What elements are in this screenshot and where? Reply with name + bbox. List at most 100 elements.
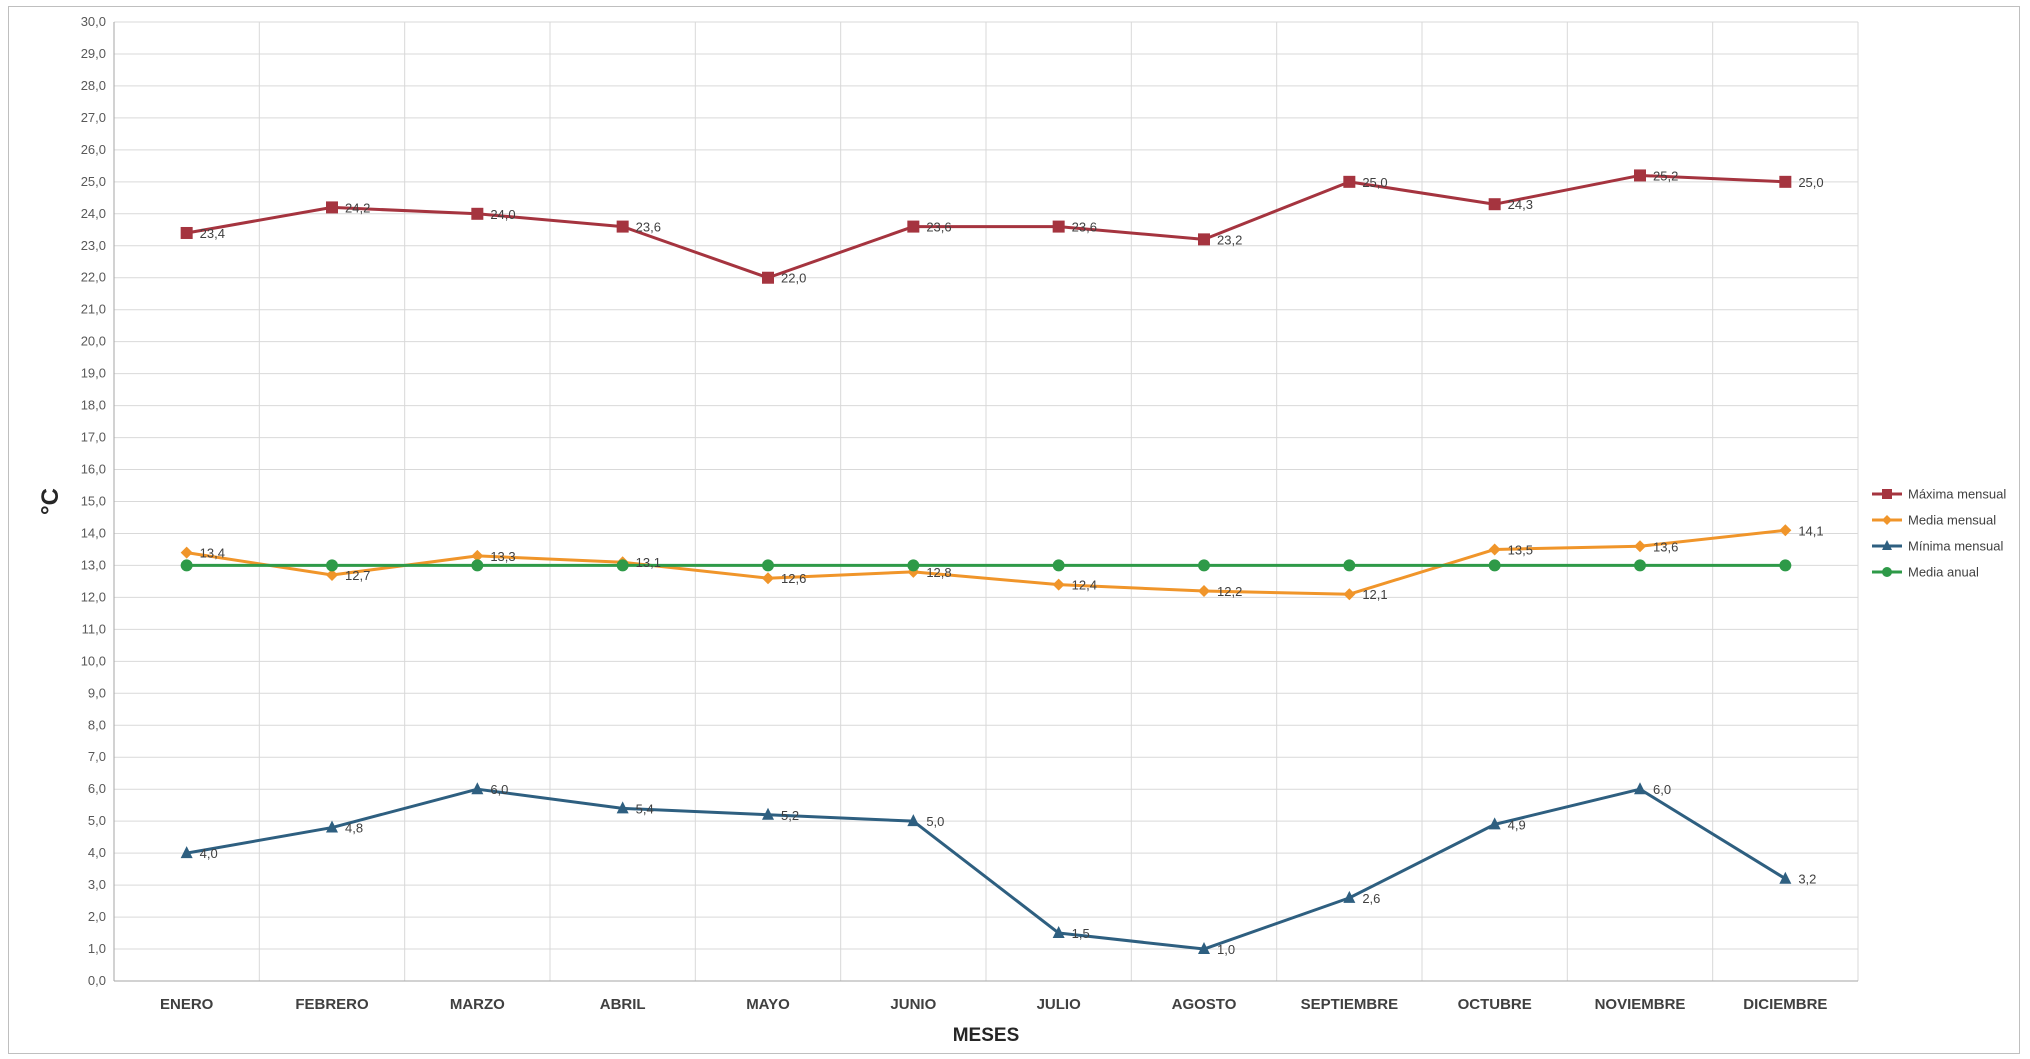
y-tick-label: 28,0 bbox=[81, 78, 106, 93]
series-line-media-mensual bbox=[186, 528, 1786, 596]
x-tick-label: OCTUBRE bbox=[1458, 996, 1532, 1013]
y-tick-label: 2,0 bbox=[88, 909, 106, 924]
data-point-minima-mensual bbox=[180, 846, 193, 859]
y-tick-label: 30,0 bbox=[81, 14, 106, 29]
data-label: 13,1 bbox=[636, 555, 661, 570]
data-label: 1,5 bbox=[1072, 926, 1090, 941]
y-tick-label: 12,0 bbox=[81, 589, 106, 604]
y-tick-label: 4,0 bbox=[88, 845, 106, 860]
data-point-minima-mensual bbox=[1343, 890, 1356, 903]
x-tick-label: ABRIL bbox=[600, 996, 646, 1013]
data-point-maxima-mensual bbox=[907, 220, 920, 233]
data-label: 23,4 bbox=[200, 226, 225, 241]
x-tick-label: JULIO bbox=[1037, 996, 1082, 1013]
data-label: 4,0 bbox=[200, 846, 218, 861]
data-point-media-mensual bbox=[1779, 524, 1792, 537]
data-point-maxima-mensual bbox=[1343, 175, 1356, 188]
y-tick-label: 20,0 bbox=[81, 334, 106, 349]
data-label: 6,0 bbox=[1653, 782, 1671, 797]
data-point-maxima-mensual bbox=[471, 207, 484, 220]
x-tick-label: NOVIEMBRE bbox=[1595, 996, 1686, 1013]
chart-frame bbox=[8, 6, 2020, 1054]
y-tick-label: 6,0 bbox=[88, 781, 106, 796]
x-axis-title: MESES bbox=[953, 1025, 1020, 1046]
data-point-minima-mensual bbox=[907, 814, 920, 827]
data-label: 23,2 bbox=[1217, 232, 1242, 247]
y-tick-label: 0,0 bbox=[88, 973, 106, 988]
data-point-media-mensual bbox=[1488, 543, 1501, 556]
data-point-minima-mensual bbox=[1198, 942, 1210, 955]
x-tick-label: JUNIO bbox=[890, 996, 936, 1013]
y-axis-title: °C bbox=[37, 488, 64, 515]
data-label: 5,0 bbox=[926, 814, 944, 829]
data-point-media-anual bbox=[1634, 559, 1646, 572]
y-tick-label: 16,0 bbox=[81, 462, 106, 477]
data-point-minima-mensual bbox=[1052, 926, 1065, 939]
x-tick-label: MAYO bbox=[746, 996, 790, 1013]
data-label: 12,8 bbox=[926, 565, 951, 580]
data-label: 23,6 bbox=[926, 220, 951, 235]
data-point-maxima-mensual bbox=[180, 226, 193, 239]
data-point-media-mensual bbox=[1634, 540, 1646, 553]
x-tick-label: SEPTIEMBRE bbox=[1301, 996, 1399, 1013]
data-label: 24,2 bbox=[345, 200, 370, 215]
data-point-minima-mensual bbox=[1779, 871, 1792, 884]
data-point-media-mensual bbox=[471, 549, 484, 562]
gridlines bbox=[113, 21, 1859, 982]
x-tick-label: AGOSTO bbox=[1172, 996, 1237, 1013]
y-tick-label: 14,0 bbox=[81, 525, 106, 540]
data-label: 12,6 bbox=[781, 571, 806, 586]
data-point-media-anual bbox=[1488, 559, 1501, 572]
data-label: 13,6 bbox=[1653, 539, 1678, 554]
data-point-minima-mensual bbox=[326, 820, 338, 833]
legend-entry: Media mensual bbox=[1908, 513, 1996, 528]
data-label: 14,1 bbox=[1798, 523, 1823, 538]
data-label: 23,6 bbox=[636, 220, 661, 235]
legend-marker bbox=[1882, 540, 1892, 550]
data-point-maxima-mensual bbox=[326, 201, 338, 214]
y-tick-label: 19,0 bbox=[81, 366, 106, 381]
data-point-media-mensual bbox=[762, 572, 774, 585]
series-line-minima-mensual bbox=[186, 787, 1787, 951]
data-point-media-anual bbox=[326, 559, 338, 572]
x-tick-label: DICIEMBRE bbox=[1743, 996, 1827, 1013]
data-point-media-anual bbox=[616, 559, 629, 572]
data-point-media-anual bbox=[907, 559, 920, 572]
data-point-media-anual bbox=[1052, 559, 1065, 572]
y-tick-label: 1,0 bbox=[88, 941, 106, 956]
y-tick-label: 29,0 bbox=[81, 46, 106, 61]
y-tick-label: 13,0 bbox=[81, 557, 106, 572]
y-tick-label: 10,0 bbox=[81, 653, 106, 668]
y-tick-label: 26,0 bbox=[81, 142, 106, 157]
x-tick-label: MARZO bbox=[450, 996, 505, 1013]
data-label: 4,8 bbox=[345, 821, 363, 836]
x-tick-label: FEBRERO bbox=[295, 996, 369, 1013]
data-point-minima-mensual bbox=[1488, 817, 1501, 830]
data-label: 5,4 bbox=[636, 801, 654, 816]
y-tick-label: 11,0 bbox=[82, 621, 106, 636]
data-label: 25,0 bbox=[1798, 175, 1823, 190]
y-tick-label: 24,0 bbox=[81, 206, 106, 221]
data-point-maxima-mensual bbox=[762, 271, 774, 284]
data-point-maxima-mensual bbox=[1488, 198, 1501, 211]
data-label: 4,9 bbox=[1508, 817, 1526, 832]
data-label: 12,7 bbox=[345, 568, 370, 583]
y-tick-label: 17,0 bbox=[81, 430, 106, 445]
y-tick-label: 8,0 bbox=[88, 717, 106, 732]
data-label: 5,2 bbox=[781, 808, 799, 823]
data-point-media-anual bbox=[1343, 559, 1356, 572]
legend-marker bbox=[1882, 515, 1892, 525]
data-label: 13,3 bbox=[490, 549, 515, 564]
data-label: 12,1 bbox=[1362, 587, 1387, 602]
legend-entry: Media anual bbox=[1908, 565, 1979, 580]
legend-marker bbox=[1882, 567, 1892, 577]
data-label: 2,6 bbox=[1362, 891, 1380, 906]
data-point-minima-mensual bbox=[616, 801, 629, 814]
legend-entry: Máxima mensual bbox=[1908, 487, 2006, 502]
y-tick-label: 3,0 bbox=[88, 877, 106, 892]
y-tick-label: 27,0 bbox=[81, 110, 106, 125]
legend-marker bbox=[1882, 489, 1892, 499]
y-tick-label: 5,0 bbox=[88, 813, 106, 828]
data-point-maxima-mensual bbox=[1052, 220, 1065, 233]
